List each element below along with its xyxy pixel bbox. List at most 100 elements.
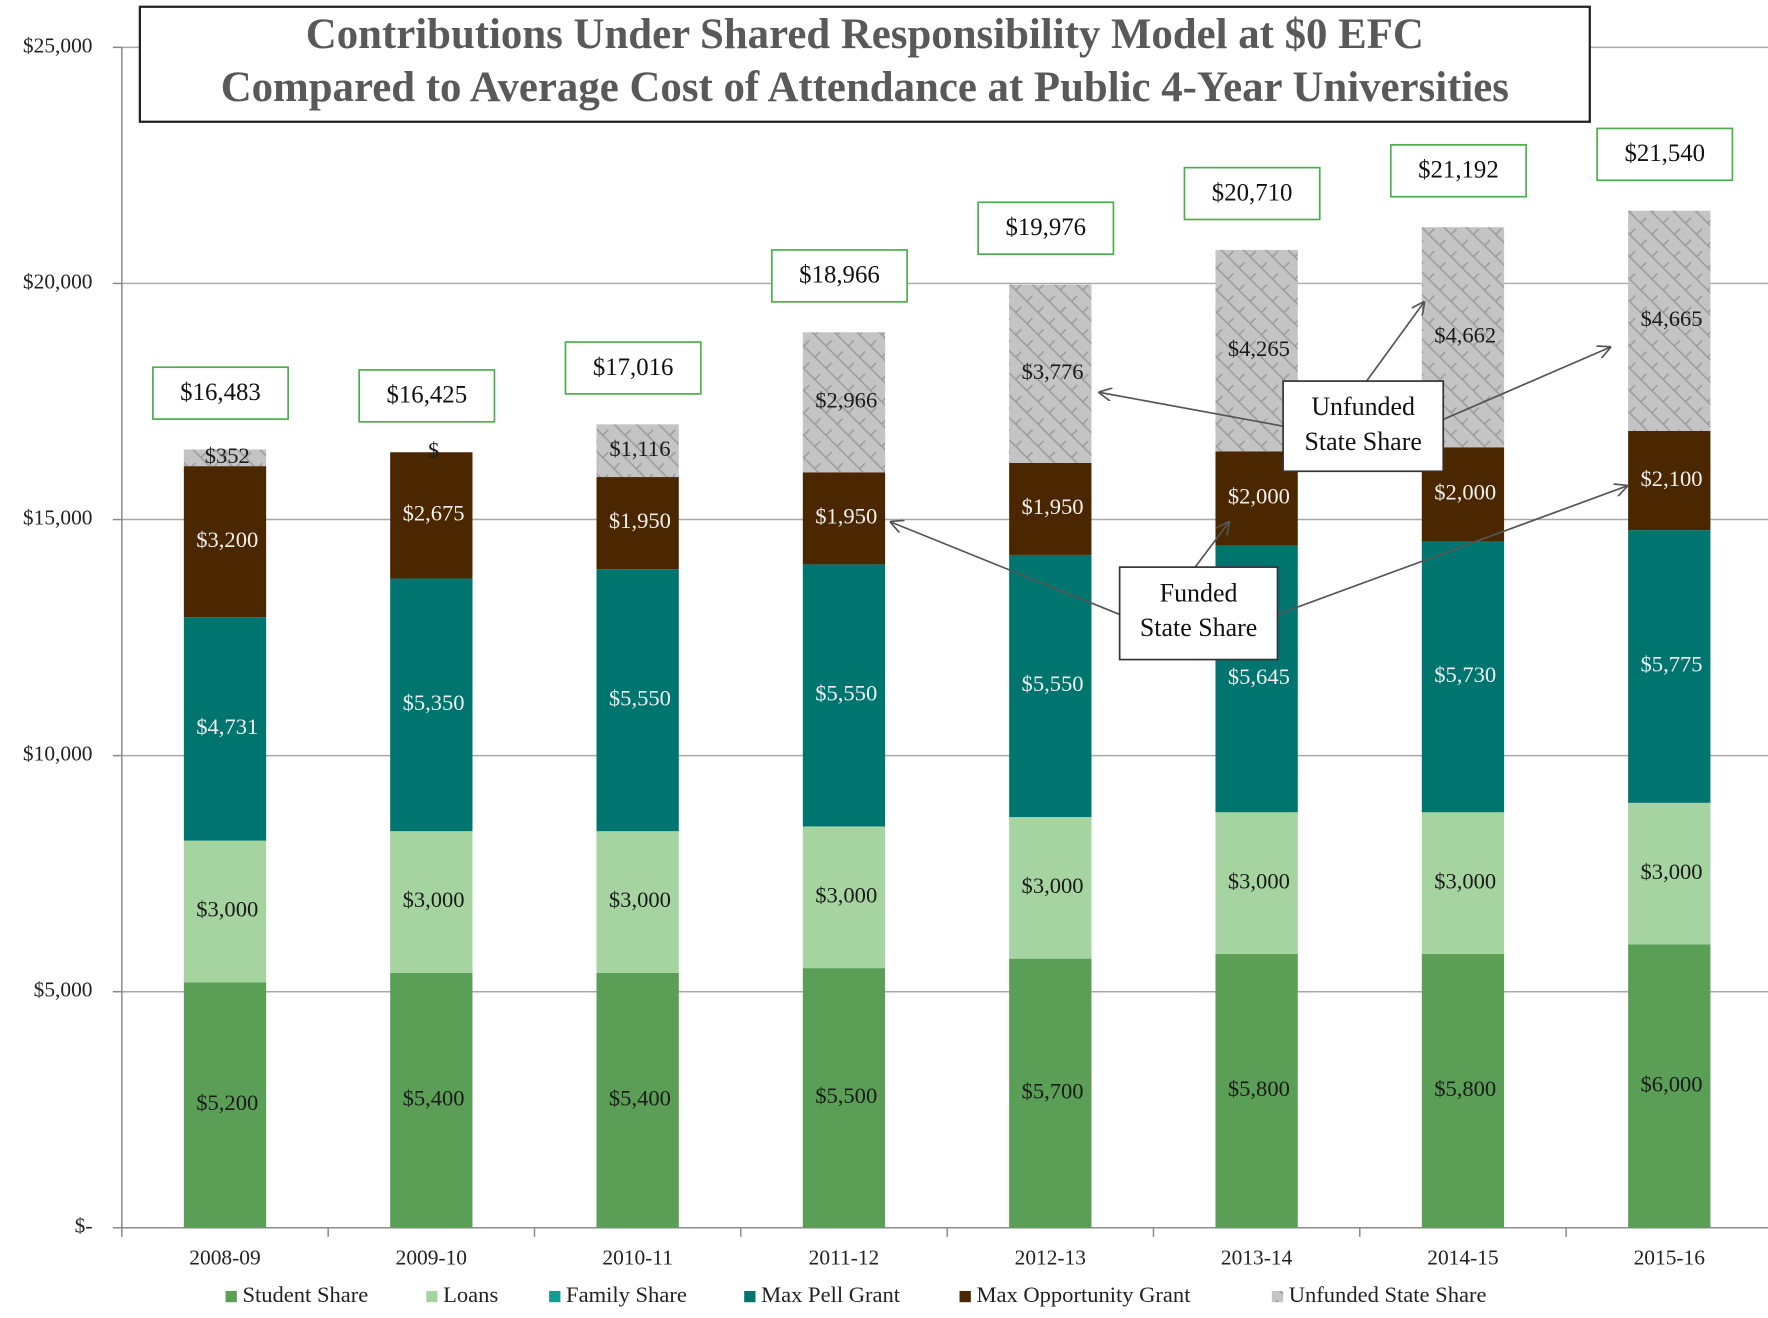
data-label: $5,400 bbox=[609, 1085, 671, 1110]
data-label: $6,000 bbox=[1641, 1071, 1703, 1096]
data-label: $352 bbox=[205, 443, 250, 468]
bar-segment bbox=[802, 968, 886, 1228]
data-label: $3,000 bbox=[196, 897, 258, 922]
bar-segment bbox=[390, 972, 473, 1228]
bar-segment bbox=[596, 831, 679, 973]
data-label: $5,400 bbox=[403, 1085, 465, 1110]
legend-label: Loans bbox=[443, 1282, 498, 1307]
annotation: Unfunded bbox=[1311, 392, 1415, 421]
arrow bbox=[891, 522, 1120, 616]
y-tick-label: $10,000 bbox=[23, 742, 93, 766]
bar-segment bbox=[183, 840, 267, 983]
data-label: $5,550 bbox=[609, 685, 671, 710]
data-label: $5,800 bbox=[1228, 1076, 1290, 1101]
y-tick-label: $- bbox=[75, 1214, 93, 1238]
bar-segment bbox=[1215, 953, 1298, 1228]
data-label: $5,350 bbox=[403, 690, 465, 715]
arrow bbox=[1194, 522, 1229, 568]
bar-segment bbox=[183, 466, 267, 618]
bar-segment bbox=[1009, 462, 1092, 555]
total-box bbox=[1596, 127, 1734, 182]
bar-segment bbox=[1009, 554, 1092, 818]
annotation-arrows bbox=[891, 302, 1627, 616]
bar-segment bbox=[1009, 958, 1092, 1228]
chart-title: Compared to Average Cost of Attendance a… bbox=[221, 64, 1509, 111]
data-label: $3,000 bbox=[403, 887, 465, 912]
legend-swatch bbox=[426, 1290, 438, 1303]
legend-label: Family Share bbox=[566, 1282, 687, 1307]
arrow bbox=[1099, 392, 1284, 428]
data-label: $5,550 bbox=[1022, 671, 1084, 696]
bar-segment bbox=[802, 472, 886, 565]
x-tick-label: 2008-09 bbox=[189, 1245, 260, 1269]
bar-segment bbox=[1628, 802, 1711, 945]
arrow bbox=[1442, 347, 1610, 421]
data-label: $1,116 bbox=[609, 436, 670, 461]
data-label: $5,775 bbox=[1641, 652, 1703, 677]
data-label: $2,100 bbox=[1641, 466, 1703, 491]
bar-segment bbox=[183, 982, 267, 1228]
bar-segment bbox=[1009, 284, 1092, 463]
bar-segment bbox=[390, 578, 473, 832]
total-label: $21,540 bbox=[1624, 140, 1705, 167]
data-label: $2,000 bbox=[1434, 480, 1496, 505]
total-box bbox=[977, 201, 1115, 255]
annotation-box bbox=[1282, 380, 1445, 473]
data-label: $3,776 bbox=[1022, 359, 1084, 384]
y-tick-label: $15,000 bbox=[23, 505, 93, 529]
y-tick-label: $20,000 bbox=[23, 269, 93, 293]
bar-segment bbox=[802, 826, 886, 969]
bar-segment bbox=[183, 617, 267, 841]
data-label: $5,730 bbox=[1434, 662, 1496, 687]
x-tick-label: 2012-13 bbox=[1015, 1245, 1086, 1269]
data-label: $3,000 bbox=[1641, 859, 1703, 884]
data-label: $2,966 bbox=[815, 387, 877, 412]
annotation: State Share bbox=[1304, 427, 1421, 456]
title-box bbox=[138, 5, 1591, 123]
y-tick-label: $5,000 bbox=[34, 978, 93, 1002]
total-label: $19,976 bbox=[1005, 214, 1086, 241]
legend-label: Unfunded State Share bbox=[1289, 1282, 1487, 1307]
data-label: $2,675 bbox=[403, 501, 465, 526]
legend-label: Student Share bbox=[242, 1282, 368, 1307]
legend-swatch bbox=[959, 1290, 971, 1303]
legend-label: Max Opportunity Grant bbox=[976, 1282, 1191, 1307]
bar-segment bbox=[596, 424, 679, 478]
x-tick-label: 2011-12 bbox=[809, 1245, 880, 1269]
total-box bbox=[358, 369, 496, 423]
data-label: $4,265 bbox=[1228, 336, 1290, 361]
data-label: $3,000 bbox=[815, 882, 877, 907]
x-tick-label: 2015-16 bbox=[1634, 1245, 1706, 1269]
bar-segment bbox=[1628, 530, 1711, 803]
total-box bbox=[1183, 166, 1321, 221]
data-label: $3,000 bbox=[1434, 868, 1496, 893]
legend-label: Max Pell Grant bbox=[761, 1282, 901, 1307]
annotation: Funded bbox=[1160, 578, 1238, 607]
chart-title: Contributions Under Shared Responsibilit… bbox=[306, 11, 1424, 58]
total-label: $21,192 bbox=[1418, 157, 1499, 184]
data-label: $3,000 bbox=[1228, 868, 1290, 893]
x-tick-label: 2009-10 bbox=[396, 1245, 467, 1269]
bar-segment bbox=[802, 332, 886, 473]
total-box bbox=[151, 366, 289, 420]
total-label: $16,425 bbox=[387, 382, 468, 409]
bar-segment bbox=[390, 452, 473, 579]
legend-swatch bbox=[225, 1290, 237, 1303]
total-label: $20,710 bbox=[1212, 179, 1293, 206]
data-label: $3,000 bbox=[609, 887, 671, 912]
bar-segment bbox=[1421, 812, 1505, 954]
bar-segment bbox=[390, 831, 473, 973]
data-label: $5,500 bbox=[815, 1083, 877, 1108]
bar-segment bbox=[1421, 953, 1505, 1228]
x-tick-label: 2013-14 bbox=[1221, 1245, 1293, 1269]
data-label: $5,645 bbox=[1228, 664, 1290, 689]
total-box bbox=[1389, 144, 1527, 198]
data-label: $3,200 bbox=[196, 527, 258, 552]
x-tick-label: 2010-11 bbox=[602, 1245, 673, 1269]
data-label: $2,000 bbox=[1228, 484, 1290, 509]
total-label: $17,016 bbox=[593, 354, 674, 381]
data-label: $ bbox=[428, 437, 439, 462]
x-tick-label: 2014-15 bbox=[1427, 1245, 1498, 1269]
data-label: $3,000 bbox=[1022, 873, 1084, 898]
